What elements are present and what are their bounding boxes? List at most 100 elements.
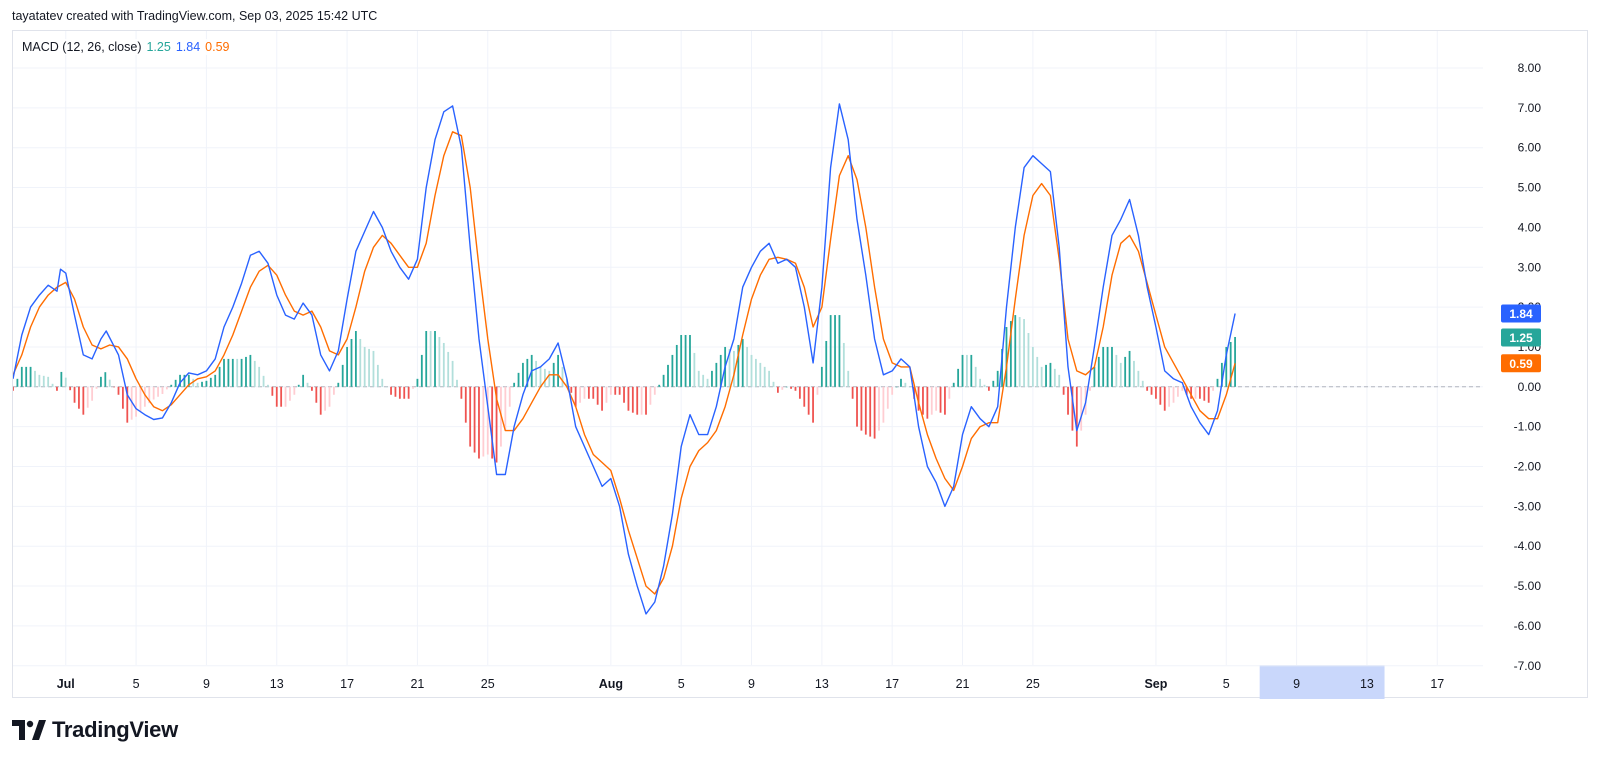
histogram-bar <box>675 344 678 387</box>
histogram-bar <box>829 315 832 387</box>
y-tick-label: 0.00 <box>1518 380 1542 394</box>
histogram-bar <box>781 386 784 390</box>
histogram-bar <box>385 386 388 388</box>
y-tick-label: 6.00 <box>1518 141 1542 155</box>
histogram-bar <box>930 386 933 415</box>
histogram-bar <box>240 358 243 387</box>
histogram-bar <box>337 382 340 387</box>
histogram-bar <box>662 374 665 387</box>
histogram-bar <box>680 334 683 387</box>
histogram-bar <box>359 338 362 387</box>
histogram-bar <box>16 378 19 387</box>
histogram-bar <box>1128 350 1131 387</box>
x-tick-label: 25 <box>481 677 495 691</box>
histogram-bar <box>1102 346 1105 387</box>
histogram-bar <box>649 386 652 405</box>
x-tick-label: Sep <box>1144 677 1167 691</box>
histogram-bar <box>1018 317 1021 387</box>
histogram-bar <box>192 378 195 387</box>
macd-chart[interactable]: 8.007.006.005.004.003.002.001.000.00-1.0… <box>13 31 1589 699</box>
y-tick-label: -5.00 <box>1514 579 1542 593</box>
signal-value-badge-text: 0.59 <box>1509 357 1533 371</box>
histogram-bar <box>275 386 278 407</box>
histogram-bar <box>908 386 911 388</box>
histogram-bar <box>1124 356 1127 387</box>
histogram-bar <box>1168 386 1171 407</box>
histogram-bar <box>311 386 313 391</box>
histogram-bar <box>1027 333 1030 387</box>
histogram-bar <box>245 356 247 387</box>
histogram-bar <box>513 382 516 387</box>
histogram-bar <box>170 384 173 387</box>
histogram-bar <box>174 379 177 387</box>
histogram-bar <box>1207 386 1210 403</box>
histogram-bar <box>763 366 766 387</box>
histogram-bar <box>113 386 116 388</box>
x-tick-label: 21 <box>956 677 970 691</box>
histogram-bar <box>834 315 836 387</box>
histogram-bar <box>1150 386 1153 395</box>
x-tick-label: 25 <box>1026 677 1040 691</box>
histogram-bar <box>900 378 902 387</box>
histogram-bar <box>697 370 700 387</box>
histogram-bar <box>447 351 450 387</box>
histogram-bar <box>100 376 102 387</box>
histogram-bar <box>143 386 146 407</box>
macd-line[interactable] <box>13 103 1236 615</box>
histogram-bar <box>944 386 946 415</box>
histogram-bar <box>82 386 85 415</box>
histogram-bar <box>508 386 511 407</box>
histogram-bar <box>333 386 335 395</box>
signal-line[interactable] <box>13 131 1236 595</box>
histogram-bar <box>420 354 423 387</box>
histogram-bar <box>482 386 485 457</box>
histogram-bar <box>354 331 357 387</box>
histogram-bar <box>130 386 133 420</box>
histogram-bar <box>776 386 779 393</box>
histogram-bar <box>456 379 458 387</box>
histogram-bar <box>733 350 735 387</box>
histogram-bar <box>1119 362 1122 387</box>
histogram-bar <box>1080 386 1083 431</box>
histogram-bar <box>948 386 951 399</box>
histogram-bar <box>772 381 775 387</box>
histogram-bar <box>864 386 867 435</box>
histogram-bar <box>974 366 977 387</box>
histogram-bar <box>689 334 691 387</box>
x-tick-label: 13 <box>815 677 829 691</box>
histogram-bar <box>372 350 375 387</box>
histogram-bar <box>987 386 990 391</box>
x-tick-label: 9 <box>203 677 210 691</box>
histogram-bar <box>623 386 625 403</box>
tradingview-logo[interactable]: TradingView <box>12 716 178 744</box>
histogram-bar <box>539 366 542 387</box>
histogram-bar <box>187 374 190 387</box>
histogram-bar <box>267 384 269 387</box>
histogram-bar <box>271 386 274 396</box>
histogram-bar <box>434 331 436 387</box>
tradingview-logo-text: TradingView <box>52 717 178 742</box>
histogram-bar <box>1031 346 1034 387</box>
histogram-bar <box>1001 348 1003 387</box>
histogram-bar <box>284 386 287 407</box>
histogram-bar <box>658 384 661 387</box>
y-tick-label: -1.00 <box>1514 420 1542 434</box>
x-tick-label: 9 <box>1293 677 1300 691</box>
x-tick-label: 5 <box>133 677 140 691</box>
histogram-bar <box>486 386 489 455</box>
histogram-bar <box>78 386 80 409</box>
histogram-bar <box>711 370 713 387</box>
histogram-bar <box>842 342 845 387</box>
histogram-bar <box>209 377 212 387</box>
histogram-bar <box>526 358 529 387</box>
histogram-bar <box>979 378 982 387</box>
histogram-bar <box>702 374 705 387</box>
histogram-bar <box>1045 364 1047 387</box>
chart-frame[interactable]: 8.007.006.005.004.003.002.001.000.00-1.0… <box>12 30 1589 699</box>
histogram-bar <box>148 386 151 404</box>
histogram-bar <box>478 386 480 459</box>
histogram-bar <box>750 354 753 387</box>
indicator-legend[interactable]: MACD (12, 26, close) 1.25 1.84 0.59 <box>20 39 237 55</box>
histogram-bar <box>667 364 669 387</box>
histogram-bar <box>29 366 32 387</box>
